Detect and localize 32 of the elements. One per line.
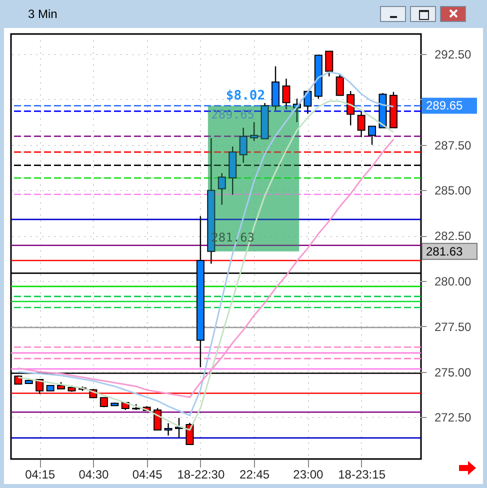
x-tick-label: 18-22:30 bbox=[177, 468, 225, 482]
candlestick bbox=[250, 121, 258, 142]
annotation: $8.02 bbox=[226, 88, 266, 104]
candlestick bbox=[357, 108, 366, 138]
x-tick-label: 23:00 bbox=[293, 468, 324, 482]
y-tick-label: 275.00 bbox=[434, 365, 472, 380]
y-tick-label: 280.00 bbox=[434, 274, 472, 289]
candlestick bbox=[336, 73, 344, 96]
candlestick bbox=[239, 127, 248, 164]
x-tick-label: 22:45 bbox=[240, 468, 270, 482]
x-tick-label: 18-23:15 bbox=[338, 468, 386, 482]
x-tick-label: 04:30 bbox=[78, 468, 110, 482]
candlestick bbox=[218, 172, 226, 206]
candlestick bbox=[282, 78, 290, 110]
x-tick-label: 04:15 bbox=[25, 468, 56, 482]
line-series bbox=[17, 138, 394, 398]
y-tick-label: 277.50 bbox=[434, 320, 472, 334]
annotation: 289.65 bbox=[211, 108, 255, 122]
y-tick-label: 285.00 bbox=[434, 184, 472, 198]
y-tick-label: 292.50 bbox=[434, 47, 472, 62]
y-tick-label: 287.50 bbox=[434, 138, 472, 152]
candlestick bbox=[346, 90, 355, 126]
candlestick bbox=[164, 422, 172, 436]
candlestick bbox=[154, 407, 162, 431]
candlestick bbox=[325, 50, 334, 77]
y-tick-label: 272.50 bbox=[434, 410, 472, 425]
x-tick-label: 04:45 bbox=[132, 468, 163, 482]
chart-title: 3 Min bbox=[28, 7, 58, 21]
ref-line-label: 289.65 bbox=[426, 98, 464, 113]
candlestick bbox=[368, 126, 376, 146]
text: 281.63 bbox=[426, 244, 464, 258]
y-tick-label: 282.50 bbox=[434, 229, 472, 244]
